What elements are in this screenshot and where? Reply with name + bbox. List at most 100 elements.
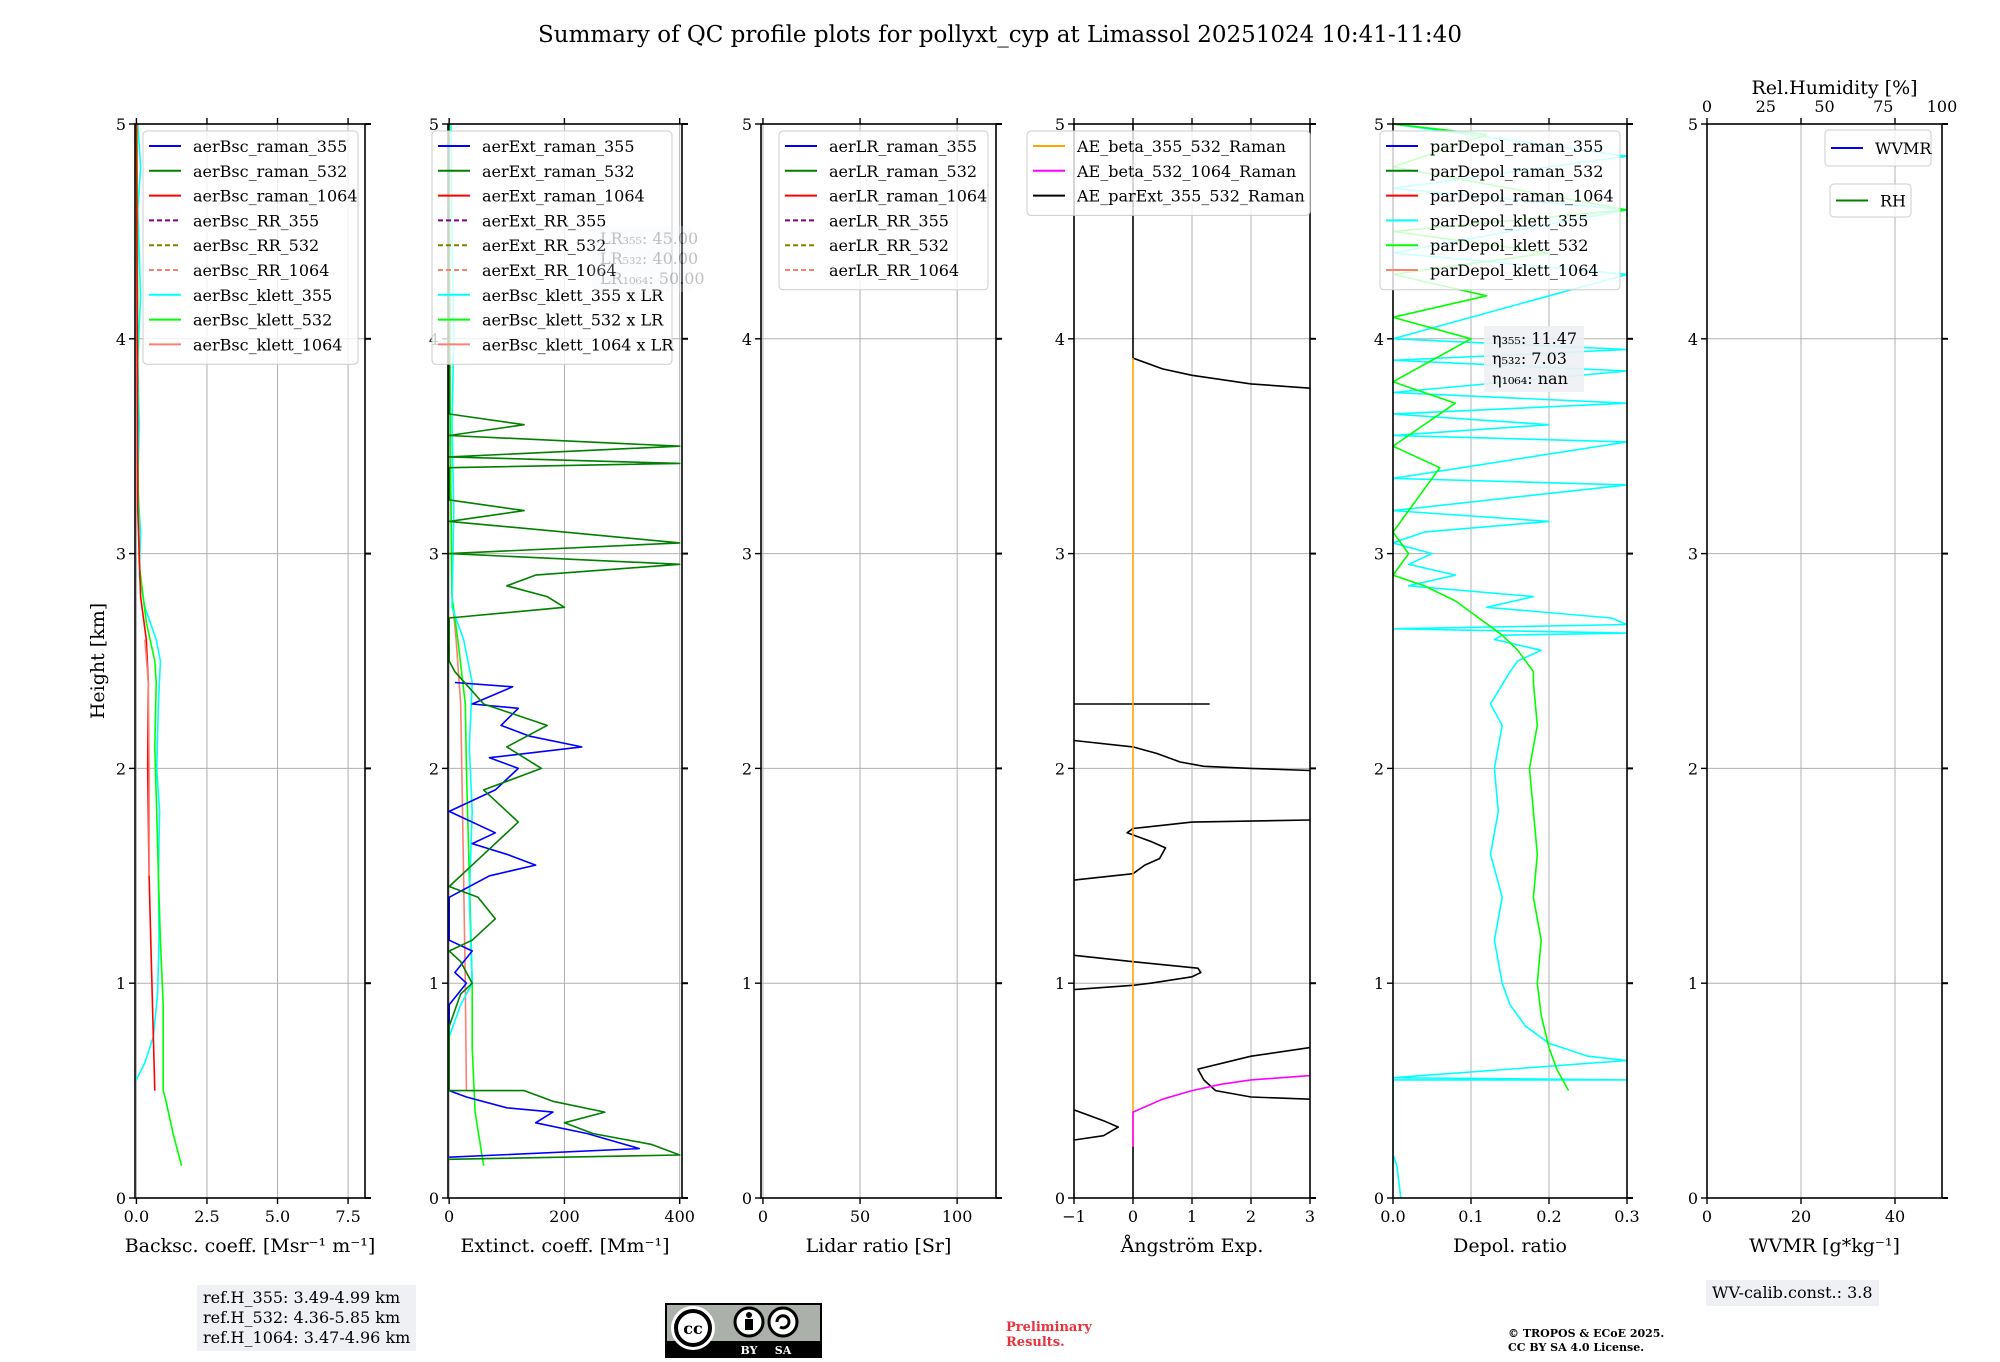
axes-frame	[1706, 123, 1943, 1199]
top-x-axis-label: Rel.Humidity [%]	[1751, 77, 1917, 99]
legend-label: aerBsc_raman_355	[193, 137, 347, 156]
annotation-box	[1484, 326, 1584, 392]
preliminary-line-2: Results.	[1006, 1335, 1065, 1350]
y-tick-label: 5	[429, 115, 439, 134]
legend: aerExt_raman_355 aerExt_raman_532 aerExt_r…	[431, 130, 674, 365]
x-tick-label: 20	[1791, 1207, 1811, 1226]
legend-label: parDepol_raman_1064	[1430, 187, 1614, 206]
ref-heights-box: ref.H_355: 3.49-4.99 km ref.H_532: 4.36-…	[197, 1285, 417, 1351]
y-tick-label: 5	[1055, 115, 1065, 134]
annotation-line: LR₅₃₂: 40.00	[600, 249, 698, 268]
series-line-ae-parext-355-532-raman-top-	[1132, 124, 1310, 389]
x-tick-label: 0	[1128, 1207, 1138, 1226]
x-tick-label: 100	[942, 1207, 973, 1226]
y-tick-label: 2	[1374, 759, 1384, 778]
x-tick-label: 3	[1305, 1207, 1315, 1226]
series-line-ae-parext-355-532-raman-0-6km-	[1197, 1046, 1310, 1100]
panel-backscatter: 0.0 2.5 5.0 7.5 0 1 2 3 4 5 Backsc. coeff. [Msr⁻¹ …	[116, 115, 375, 1257]
legend-label: aerLR_RR_532	[829, 236, 949, 255]
legend-label: AE_beta_355_532_Raman	[1076, 137, 1286, 156]
annotation-line: η₁₀₆₄: nan	[1492, 369, 1568, 388]
y-tick-label: 2	[1688, 759, 1698, 778]
ref-height-355: ref.H_355: 3.49-4.99 km	[203, 1288, 401, 1307]
series-line-aerbsc-klett-1064	[144, 639, 150, 876]
legend-label: aerExt_raman_355	[482, 137, 635, 156]
y-tick-label: 3	[1055, 545, 1065, 564]
y-tick-label: 2	[1055, 759, 1065, 778]
copyright-line-1: © TROPOS & ECoE 2025.	[1508, 1327, 1665, 1340]
y-tick-label: 0	[116, 1189, 126, 1208]
y-tick-label: 0	[1688, 1189, 1698, 1208]
axes-frame	[134, 123, 366, 1199]
legend-label: RH	[1880, 192, 1906, 211]
legend-label: aerExt_RR_532	[482, 236, 606, 255]
y-tick-label: 2	[429, 759, 439, 778]
legend-label: aerBsc_klett_355 x LR	[482, 286, 664, 305]
x-tick-label: 0.2	[1536, 1207, 1561, 1226]
x-tick-label: 0.0	[1380, 1207, 1405, 1226]
top-x-tick-label: 100	[1927, 97, 1958, 116]
y-tick-label: 4	[1055, 330, 1065, 349]
y-axis-label: Height [km]	[87, 603, 109, 719]
legend-label: aerBsc_klett_355	[193, 286, 332, 305]
y-tick-label: 1	[116, 974, 126, 993]
legend-box	[142, 130, 359, 365]
x-axis-label: Depol. ratio	[1453, 1235, 1567, 1257]
legend-label: aerBsc_RR_532	[193, 236, 319, 255]
legend-label: WVMR	[1875, 139, 1932, 158]
y-tick-label: 5	[1688, 115, 1698, 134]
x-tick-label: −1	[1062, 1207, 1086, 1226]
figure-title: Summary of QC profile plots for pollyxt_…	[538, 22, 1462, 48]
top-x-tick-label: 0	[1702, 97, 1712, 116]
series-line-ae-parext-355-532-raman-0-3km-	[1074, 1109, 1120, 1141]
legend-label: parDepol_klett_532	[1430, 236, 1588, 255]
panel-lidar-ratio: 0 50 100 0 1 2 3 4 5 Lidar ratio [Sr] aerLR_raman_…	[742, 115, 1002, 1257]
legend-wvmr: WVMR	[1824, 129, 1932, 167]
x-axis-label: Extinct. coeff. [Mm⁻¹]	[460, 1235, 669, 1257]
x-tick-label: 0	[444, 1207, 454, 1226]
legend-label: parDepol_klett_355	[1430, 211, 1588, 230]
axes-frame	[760, 123, 997, 1199]
y-tick-label: 2	[742, 759, 752, 778]
y-tick-label: 5	[742, 115, 752, 134]
y-tick-label: 1	[1055, 974, 1065, 993]
legend-label: parDepol_raman_355	[1430, 137, 1603, 156]
legend-box	[1824, 129, 1932, 167]
top-x-tick-label: 50	[1814, 97, 1834, 116]
legend-label: AE_beta_532_1064_Raman	[1076, 162, 1296, 181]
wv-calib-box: WV-calib.const.: 3.8	[1706, 1280, 1879, 1306]
cc-by-sa-icon: cc BY SA	[665, 1303, 822, 1358]
series-line-ae-parext-355-532-raman-1-1km-	[1074, 954, 1202, 991]
annotation-line: LR₃₅₅: 45.00	[600, 229, 698, 248]
legend-label: parDepol_klett_1064	[1430, 261, 1599, 280]
series-line-aerbsc-klett-355	[135, 124, 162, 1081]
legend: aerBsc_raman_355 aerBsc_raman_532 aerBsc_r…	[142, 130, 359, 365]
svg-text:cc: cc	[683, 1319, 703, 1338]
legend: parDepol_raman_355 parDepol_raman_532 parD…	[1379, 130, 1621, 291]
legend-box	[1379, 130, 1621, 291]
legend: AE_beta_355_532_Raman AE_beta_532_1064_Ra…	[1026, 130, 1311, 216]
annotation-box	[592, 226, 692, 292]
series-group	[135, 124, 183, 1167]
panel-depolarization: 0.0 0.1 0.2 0.3 0 1 2 3 4 5 Depol. ratio parDepol_r…	[1374, 115, 1640, 1257]
legend-label: aerBsc_klett_532	[193, 311, 332, 330]
svg-text:SA: SA	[775, 1344, 792, 1357]
preliminary-line-1: Preliminary	[1006, 1320, 1092, 1335]
y-tick-label: 1	[1688, 974, 1698, 993]
y-tick-label: 4	[1374, 330, 1384, 349]
series-line-ae-parext-355-532-raman-1-7km-	[1074, 819, 1310, 881]
wv-calib-text: WV-calib.const.: 3.8	[1712, 1283, 1873, 1302]
legend-label: aerBsc_klett_1064	[193, 335, 342, 354]
y-tick-label: 0	[1055, 1189, 1065, 1208]
panel-extinction: 0200400012345Extinct. coeff. [Mm⁻¹]aerEx…	[429, 115, 705, 1257]
copyright-notice: © TROPOS & ECoE 2025. CC BY SA 4.0 Licen…	[1508, 1327, 1768, 1355]
ref-height-532: ref.H_532: 4.36-5.85 km	[203, 1308, 401, 1327]
legend-label: aerLR_RR_1064	[829, 261, 959, 280]
series-line-ae-beta-532-1064-raman	[1132, 1074, 1310, 1147]
y-tick-label: 4	[116, 330, 126, 349]
legend-label: aerLR_raman_355	[829, 137, 977, 156]
y-tick-label: 3	[429, 545, 439, 564]
